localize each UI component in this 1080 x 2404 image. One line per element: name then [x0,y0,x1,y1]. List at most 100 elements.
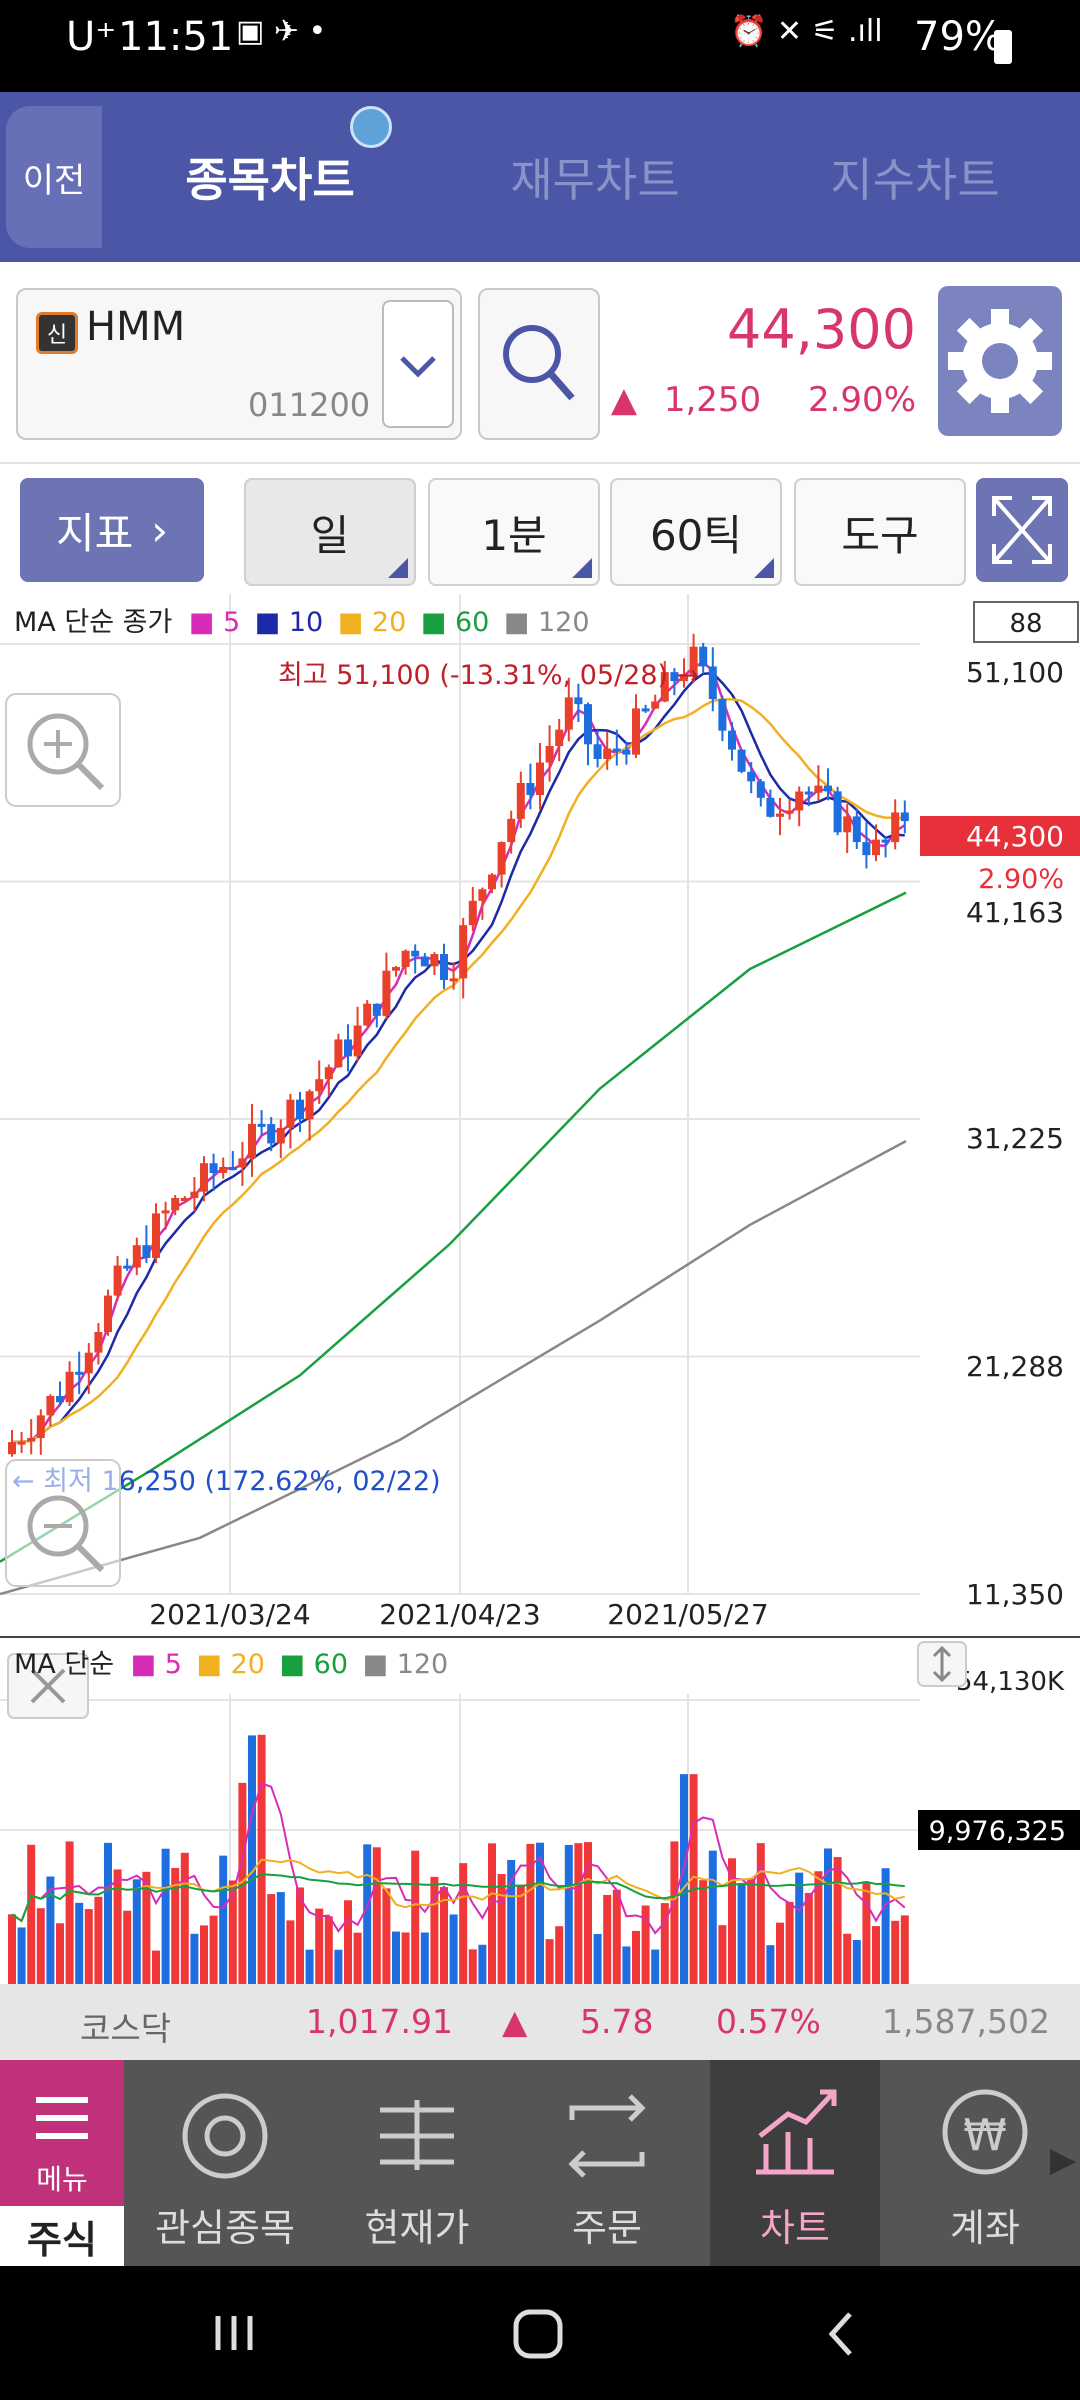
indicator-button[interactable]: 지표 › [20,478,204,582]
settings-button[interactable] [938,286,1062,436]
volume-bar [795,1872,804,1984]
ma-legend-item: ■ 20 [337,607,407,638]
candle-body [94,1332,103,1353]
volume-legend-item: ■ 120 [362,1649,449,1680]
candle-body [449,978,458,982]
candle-body [526,782,535,796]
stock-chart-area[interactable]: 최고 51,100 (-13.31%, 05/28) → ← 최저 16,250… [0,594,1080,1984]
battery-level: 79% [914,14,1003,60]
candle-body [747,771,756,782]
candle-body [324,1067,333,1080]
volume-bar [747,1878,756,1984]
period-day-button[interactable]: 일 [244,478,416,586]
candle-body [372,1003,381,1016]
chart-canvas[interactable]: 최고 51,100 (-13.31%, 05/28) → ← 최저 16,250… [0,594,1080,1984]
candle-body [344,1039,352,1057]
volume-bar [603,1894,612,1984]
nav-more-arrow-icon[interactable]: ▶ [1049,2140,1076,2180]
nav-label: 차트 [760,2206,830,2250]
candle-body [833,791,842,833]
back-icon[interactable] [828,2312,852,2356]
stock-selector[interactable]: 신 HMM 011200 [16,288,462,440]
back-button[interactable]: 이전 [6,106,102,248]
volume-bar [670,1841,679,1984]
volume-bar [276,1892,285,1984]
candle-body [660,672,669,702]
tools-button[interactable]: 도구 [794,478,966,586]
volume-bar [248,1735,256,1984]
resize-pane-handle[interactable] [917,1641,967,1687]
resize-arrows-icon [932,1645,952,1683]
tab-index-chart[interactable]: 지수차트 [830,153,1000,207]
volume-bar [776,1922,784,1984]
market-index-bar[interactable]: 코스닥 1,017.91 ▲ 5.78 0.57% 1,587,502 [0,1984,1080,2060]
price-change-pct: 2.90% [807,380,916,420]
status-time: 11:51 [118,14,234,60]
nav-account[interactable]: ₩ 계좌 [900,2060,1070,2266]
svg-text:₩: ₩ [963,2110,1007,2161]
volume-bar [420,1932,429,1984]
candle-body [795,791,804,811]
volume-bar [161,1848,170,1984]
high-annotation: 최고 51,100 (-13.31%, 05/28) → [278,660,699,691]
volume-bar [238,1782,247,1984]
home-icon[interactable] [513,2309,563,2359]
fullscreen-button[interactable] [976,478,1068,582]
candle-body [632,708,640,755]
credit-badge: 신 [36,312,78,354]
volume-ma-legend: MA 단순 ■ 5 ■ 20 ■ 60 ■ 120 [14,1642,448,1681]
zoom-in-button[interactable] [5,693,121,807]
candle-body [584,704,592,745]
candle-body [699,646,708,667]
search-button[interactable] [478,288,600,440]
tab-stock-chart[interactable]: 종목차트 [185,153,355,207]
volume-bar [305,1949,314,1984]
stock-dropdown-button[interactable] [382,300,454,428]
recent-apps-icon[interactable] [215,2316,253,2350]
candle-body [123,1265,132,1269]
candle-body [190,1191,199,1198]
volume-bar [862,1882,871,1984]
x-tick-label: 2021/03/24 [149,1598,310,1631]
notification-badge-icon [350,106,392,148]
candle-body [238,1158,247,1168]
nav-chart[interactable]: 차트 [710,2060,880,2266]
chart-toolbar: 지표 › 일 1분 60틱 도구 [0,462,1080,596]
volume-bar [8,1914,16,1984]
candle-body [296,1099,304,1120]
candle-body [411,950,420,957]
candle-body [641,708,650,712]
period-minute-button[interactable]: 1분 [428,478,600,586]
tab-financial-chart[interactable]: 재무차트 [510,153,680,207]
volume-bar [497,1874,506,1984]
zoom-out-icon [27,1495,105,1573]
y-tick-label: 41,163 [966,896,1064,929]
volume-bar [699,1880,708,1984]
candle-body [286,1099,295,1128]
nav-current-price[interactable]: 현재가 [332,2060,502,2266]
period-tick-button[interactable]: 60틱 [610,478,782,586]
volume-bar [507,1859,516,1984]
volume-bar [872,1926,880,1984]
volume-bar [718,1925,727,1984]
candle-body [46,1395,55,1416]
candle-body [536,762,544,796]
zoom-out-button[interactable] [5,1459,121,1587]
nav-watchlist[interactable]: 관심종목 [140,2060,310,2266]
candle-body [852,816,861,843]
nav-order[interactable]: 주문 [522,2060,692,2266]
moving-average-lines [0,660,907,1596]
volume-bar [411,1850,420,1984]
volume-bar [852,1939,861,1984]
index-name: 코스닥 [80,2009,172,2048]
current-price-tag [920,816,1080,856]
candle-body [545,746,554,763]
ma-legend-item: ■ 10 [254,607,324,638]
candle-body [891,812,900,843]
close-volume-pane-button[interactable] [7,1653,89,1719]
menu-button[interactable]: 메뉴 주식 [0,2060,124,2266]
y-tick-label: 31,225 [966,1122,1064,1155]
volume-bar [593,1934,602,1984]
volume-bar [353,1932,362,1984]
close-icon [30,1668,66,1704]
